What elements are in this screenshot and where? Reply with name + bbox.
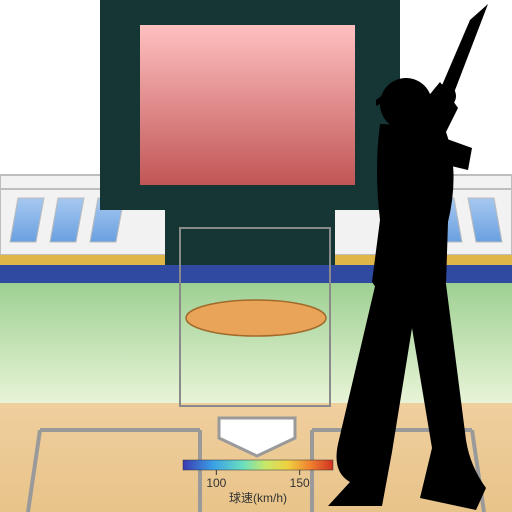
stage-svg: 100 150 球速(km/h) bbox=[0, 0, 512, 512]
legend-tick: 100 bbox=[206, 476, 226, 490]
pitchers-mound bbox=[186, 300, 326, 336]
scoreboard-base bbox=[165, 210, 335, 265]
legend-tick: 150 bbox=[290, 476, 310, 490]
scoreboard-screen bbox=[140, 25, 355, 185]
legend-label: 球速(km/h) bbox=[229, 491, 287, 505]
pitch-location-chart: 100 150 球速(km/h) bbox=[0, 0, 512, 512]
